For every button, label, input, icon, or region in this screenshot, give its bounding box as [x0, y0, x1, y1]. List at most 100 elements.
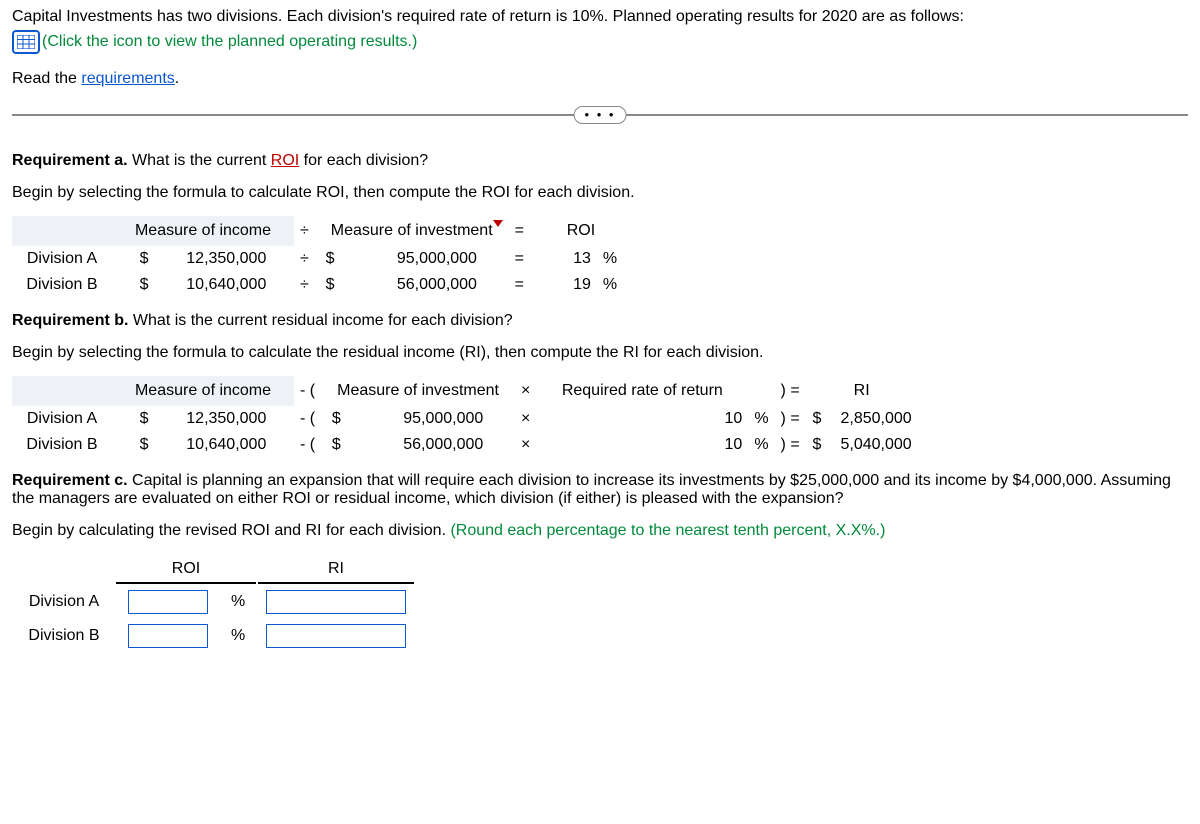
req-b-question: Requirement b. What is the current resid… — [12, 312, 1188, 330]
pct-sign: % — [223, 620, 256, 652]
cell: $ 12,350,000 — [112, 406, 294, 432]
expand-icon[interactable]: • • • — [574, 106, 627, 124]
roi-input-a[interactable] — [128, 590, 208, 614]
req-c-label: Requirement c. — [12, 472, 128, 489]
req-c-text: Capital is planning an expansion that wi… — [12, 472, 1171, 507]
read-prefix: Read the — [12, 70, 81, 87]
req-a-question: Requirement a. What is the current ROI f… — [12, 152, 1188, 170]
ri-hdr-ri: RI — [806, 376, 918, 406]
divider-row: • • • — [12, 114, 1188, 116]
ri-hdr-rate: Required rate of return — [536, 376, 748, 406]
currency-sign: $ — [140, 436, 149, 453]
ri-income-label: Measure of income — [135, 382, 271, 399]
currency-sign: $ — [321, 432, 351, 458]
roi-hdr-op1: ÷ — [294, 216, 315, 246]
ri-hdr-op2: × — [515, 376, 536, 406]
revised-table: ROI RI Division A % Division B % — [12, 554, 416, 654]
op-minus-paren: - ( — [294, 432, 321, 458]
income-dropdown-label: Measure of income — [135, 222, 271, 239]
op-close-eq: ) = — [775, 432, 806, 458]
ri-row-label-a: Division A — [12, 406, 112, 432]
income-value: 10,640,000 — [166, 436, 266, 454]
revised-row-label-a: Division A — [14, 586, 114, 618]
req-a-text-1: What is the current — [128, 152, 271, 169]
table-row: Division B % — [14, 620, 414, 652]
op-times: × — [515, 406, 536, 432]
roi-input-b[interactable] — [128, 624, 208, 648]
ri-invest-dropdown[interactable]: Measure of investment — [327, 380, 509, 402]
ri-rate-dropdown[interactable]: Required rate of return — [542, 380, 742, 402]
ri-hdr-investment: Measure of investment — [321, 376, 515, 406]
ri-input-b[interactable] — [266, 624, 406, 648]
roi-table: Measure of income ÷ Measure of investmen… — [12, 216, 632, 298]
req-b-text: What is the current residual income for … — [128, 312, 512, 329]
invest-value: 56,000,000 — [377, 276, 477, 294]
ri-table: Measure of income - ( Measure of investm… — [12, 376, 918, 458]
req-c-instr-paren: (Round each percentage to the nearest te… — [450, 522, 885, 539]
intro-line-1: Capital Investments has two divisions. E… — [12, 8, 1188, 26]
requirements-link[interactable]: requirements — [81, 70, 174, 87]
roi-row-label-a: Division A — [12, 246, 112, 272]
table-row: Division A % — [14, 586, 414, 618]
ri-result-dropdown[interactable]: RI — [812, 380, 912, 402]
income-value: 12,350,000 — [166, 250, 266, 268]
currency-sign: $ — [315, 246, 345, 272]
table-row: Division B $ 10,640,000 ÷ $ 56,000,000 =… — [12, 272, 632, 298]
currency-sign: $ — [806, 406, 828, 432]
roi-value: 19 — [530, 272, 597, 298]
ri-rate-label: Required rate of return — [562, 382, 723, 399]
op-eq: = — [509, 272, 530, 298]
pct-sign: % — [223, 586, 256, 618]
revised-hdr-blank — [14, 556, 114, 584]
view-results-link[interactable]: (Click the icon to view the planned oper… — [42, 33, 417, 50]
roi-value: 13 — [530, 246, 597, 272]
pct-sign: % — [748, 406, 774, 432]
ri-input-a[interactable] — [266, 590, 406, 614]
ri-hdr-op3: ) = — [775, 376, 806, 406]
ri-income-dropdown[interactable]: Measure of income — [118, 380, 288, 402]
roi-link[interactable]: ROI — [271, 152, 299, 169]
op-div: ÷ — [294, 272, 315, 298]
op-times: × — [515, 432, 536, 458]
ri-row-label-b: Division B — [12, 432, 112, 458]
currency-sign: $ — [806, 432, 828, 458]
roi-hdr-roi: ROI — [530, 216, 632, 246]
currency-sign: $ — [140, 250, 149, 267]
revised-row-label-b: Division B — [14, 620, 114, 652]
currency-sign: $ — [315, 272, 345, 298]
ri-hdr-op1: - ( — [294, 376, 321, 406]
period: . — [175, 70, 179, 87]
table-row: Division B $ 10,640,000 - ( $ 56,000,000… — [12, 432, 918, 458]
invest-value: 95,000,000 — [377, 250, 477, 268]
req-c-instruction: Begin by calculating the revised ROI and… — [12, 522, 1188, 540]
currency-sign: $ — [321, 406, 351, 432]
ri-hdr-income: Measure of income — [112, 376, 294, 406]
roi-hdr-op2: = — [509, 216, 530, 246]
intro-line-2: (Click the icon to view the planned oper… — [12, 30, 1188, 54]
roi-result-label: ROI — [567, 222, 595, 239]
income-value: 12,350,000 — [166, 410, 266, 428]
chevron-down-icon — [493, 220, 503, 227]
roi-hdr-blank — [12, 216, 112, 246]
investment-dropdown-label: Measure of investment — [331, 222, 493, 239]
table-row: Division A $ 12,350,000 - ( $ 95,000,000… — [12, 406, 918, 432]
data-table-icon[interactable] — [12, 30, 40, 54]
income-dropdown[interactable]: Measure of income — [118, 220, 288, 242]
currency-sign: $ — [140, 410, 149, 427]
req-a-instruction: Begin by selecting the formula to calcul… — [12, 184, 1188, 202]
pct-sign: % — [597, 246, 632, 272]
req-a-label: Requirement a. — [12, 152, 128, 169]
rate-value: 10 — [536, 406, 748, 432]
investment-dropdown[interactable]: Measure of investment — [321, 220, 503, 242]
ri-hdr-blank — [12, 376, 112, 406]
roi-result-dropdown[interactable]: ROI — [536, 220, 626, 242]
ri-value: 2,850,000 — [828, 406, 918, 432]
cell: $ 10,640,000 — [112, 432, 294, 458]
table-row: Division A $ 12,350,000 ÷ $ 95,000,000 =… — [12, 246, 632, 272]
req-c-instr-prefix: Begin by calculating the revised ROI and… — [12, 522, 450, 539]
revised-hdr-roi: ROI — [116, 556, 256, 584]
ri-value: 5,040,000 — [828, 432, 918, 458]
revised-hdr-ri: RI — [258, 556, 414, 584]
roi-hdr-investment: Measure of investment — [315, 216, 509, 246]
req-a-text-2: for each division? — [299, 152, 428, 169]
